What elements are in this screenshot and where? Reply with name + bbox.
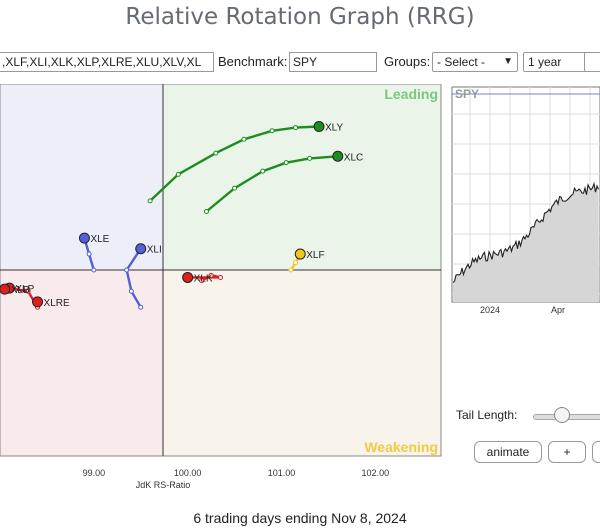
tail-point-xlc-4 (307, 155, 313, 161)
label-xly: XLY (325, 123, 343, 134)
period-select-value: 1 year (528, 55, 562, 69)
head-xlk[interactable] (182, 271, 194, 283)
tail-point-xlf-0 (288, 267, 294, 273)
label-xlre: XLRE (44, 298, 70, 309)
x-axis-label: JdK RS-Ratio (136, 480, 191, 490)
tail-point-xle-0 (91, 267, 97, 273)
head-xli[interactable] (135, 243, 147, 255)
spy-tick-2024: 2024 (480, 305, 500, 315)
period-select[interactable]: 1 year ▼ (523, 52, 597, 72)
label-xlb: XLB (11, 285, 30, 296)
groups-select[interactable]: - Select - ▼ (432, 52, 518, 72)
tail-point-xly-5 (293, 125, 299, 131)
tail-point-xlf-1 (293, 260, 299, 266)
label-xlk: XLK (194, 273, 213, 284)
tail-xlk (187, 274, 221, 282)
spy-price-line (452, 181, 600, 283)
tail-point-xli-1 (128, 288, 134, 294)
label-xlp: XLP (15, 284, 34, 295)
tail-point-xly-0 (147, 198, 153, 204)
tail-point-xlk-2 (218, 274, 223, 280)
animate-button[interactable]: animate (474, 441, 542, 463)
x-tick-2: 101.00 (268, 468, 296, 478)
groups-select-value: - Select - (437, 55, 486, 69)
spy-price-area (453, 183, 599, 302)
tail-point-xly-4 (269, 128, 275, 134)
quadrant-leading (163, 84, 441, 270)
x-tick-3: 102.00 (362, 468, 390, 478)
tail-xli (125, 248, 142, 308)
tail-point-xly-2 (213, 150, 219, 156)
head-xlf[interactable] (294, 248, 306, 260)
head-xly[interactable] (313, 121, 325, 133)
quadrant-lagging (0, 270, 163, 456)
quadrant-label-weakening: Weakening (364, 439, 438, 455)
extra-select[interactable] (584, 52, 600, 72)
x-tick-labels: 99.00 100.00 101.00 102.00 (83, 468, 390, 478)
label-xlc: XLC (344, 152, 363, 163)
spy-tick-apr: Apr (551, 305, 565, 315)
tail-point-xle-1 (86, 251, 92, 257)
rrg-chart: Leading Weakening XLYXLCXLFXLEXLIXLKXLPX… (0, 84, 442, 490)
tail-point-xlc-0 (203, 209, 209, 215)
tail-point-xlk-0 (199, 278, 205, 284)
head-xlre[interactable] (32, 296, 44, 308)
head-xle[interactable] (78, 232, 90, 244)
page-title: Relative Rotation Graph (RRG) (125, 4, 475, 30)
head-xlc[interactable] (332, 150, 344, 162)
label-xlf: XLF (306, 250, 324, 261)
benchmark-input[interactable]: SPY (289, 52, 377, 72)
next-button[interactable] (592, 441, 600, 463)
tail-point-xlc-2 (260, 168, 266, 174)
groups-label: Groups: (384, 54, 431, 69)
tail-point-xlc-3 (283, 160, 289, 166)
footer-caption: 6 trading days ending Nov 8, 2024 (193, 510, 407, 526)
x-tick-1: 100.00 (174, 468, 202, 478)
symbols-input[interactable]: ,XLF,XLI,XLK,XLP,XLRE,XLU,XLV,XL (0, 52, 214, 72)
chevron-down-icon: ▼ (503, 56, 513, 67)
spy-label: SPY (455, 87, 479, 101)
tail-point-xly-3 (241, 136, 247, 142)
label-xle: XLE (90, 234, 109, 245)
controls-bar: ,XLF,XLI,XLK,XLP,XLRE,XLU,XLV,XL Benchma… (0, 52, 600, 74)
tail-length-slider-handle[interactable] (554, 407, 570, 423)
tail-point-xly-1 (175, 171, 181, 177)
x-tick-0: 99.00 (83, 468, 106, 478)
label-xli: XLI (147, 245, 162, 256)
tail-point-xli-0 (138, 304, 144, 310)
spy-chart: SPY 2024 Apr (450, 84, 600, 316)
tail-length-label: Tail Length: (456, 408, 518, 422)
quadrant-weakening (163, 270, 441, 456)
tail-point-xlp-1 (25, 288, 31, 294)
head-xlb[interactable] (0, 283, 11, 295)
tail-xlc (205, 155, 338, 213)
quadrant-label-leading: Leading (384, 86, 438, 102)
tail-point-xlk-1 (208, 272, 214, 278)
benchmark-label: Benchmark: (218, 54, 288, 69)
tail-point-xli-2 (124, 267, 130, 273)
plus-button[interactable]: + (548, 441, 586, 463)
tail-point-xlc-1 (232, 185, 238, 191)
rrg-tails (9, 125, 338, 310)
